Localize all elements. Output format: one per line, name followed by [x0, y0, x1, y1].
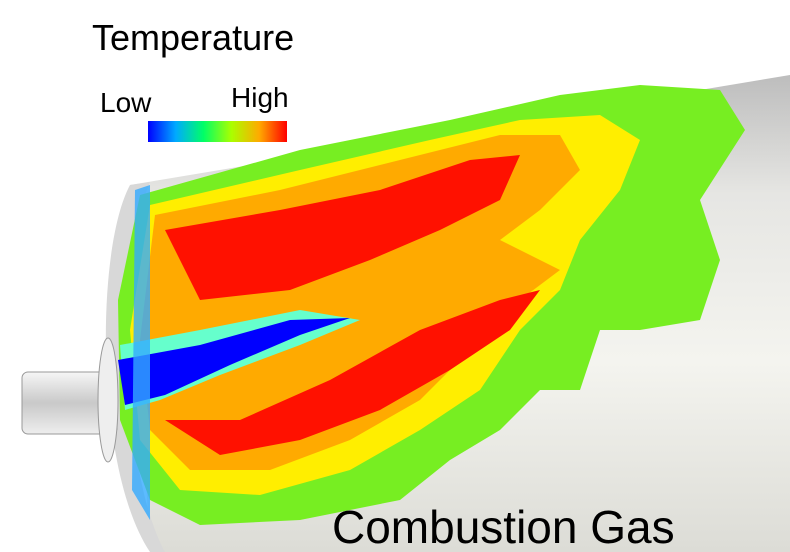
page: Temperature Low High Combustion Gas (() … — [0, 0, 790, 552]
caption: Combustion Gas — [332, 501, 675, 552]
flame-zone-wall — [132, 185, 150, 520]
legend-color-bar — [148, 121, 287, 142]
legend-low-label: Low — [100, 87, 152, 118]
nozzle-disc — [98, 338, 118, 462]
visualization: Temperature Low High Combustion Gas — [0, 0, 790, 552]
legend-title: Temperature — [92, 17, 294, 58]
legend-high-label: High — [231, 82, 289, 113]
